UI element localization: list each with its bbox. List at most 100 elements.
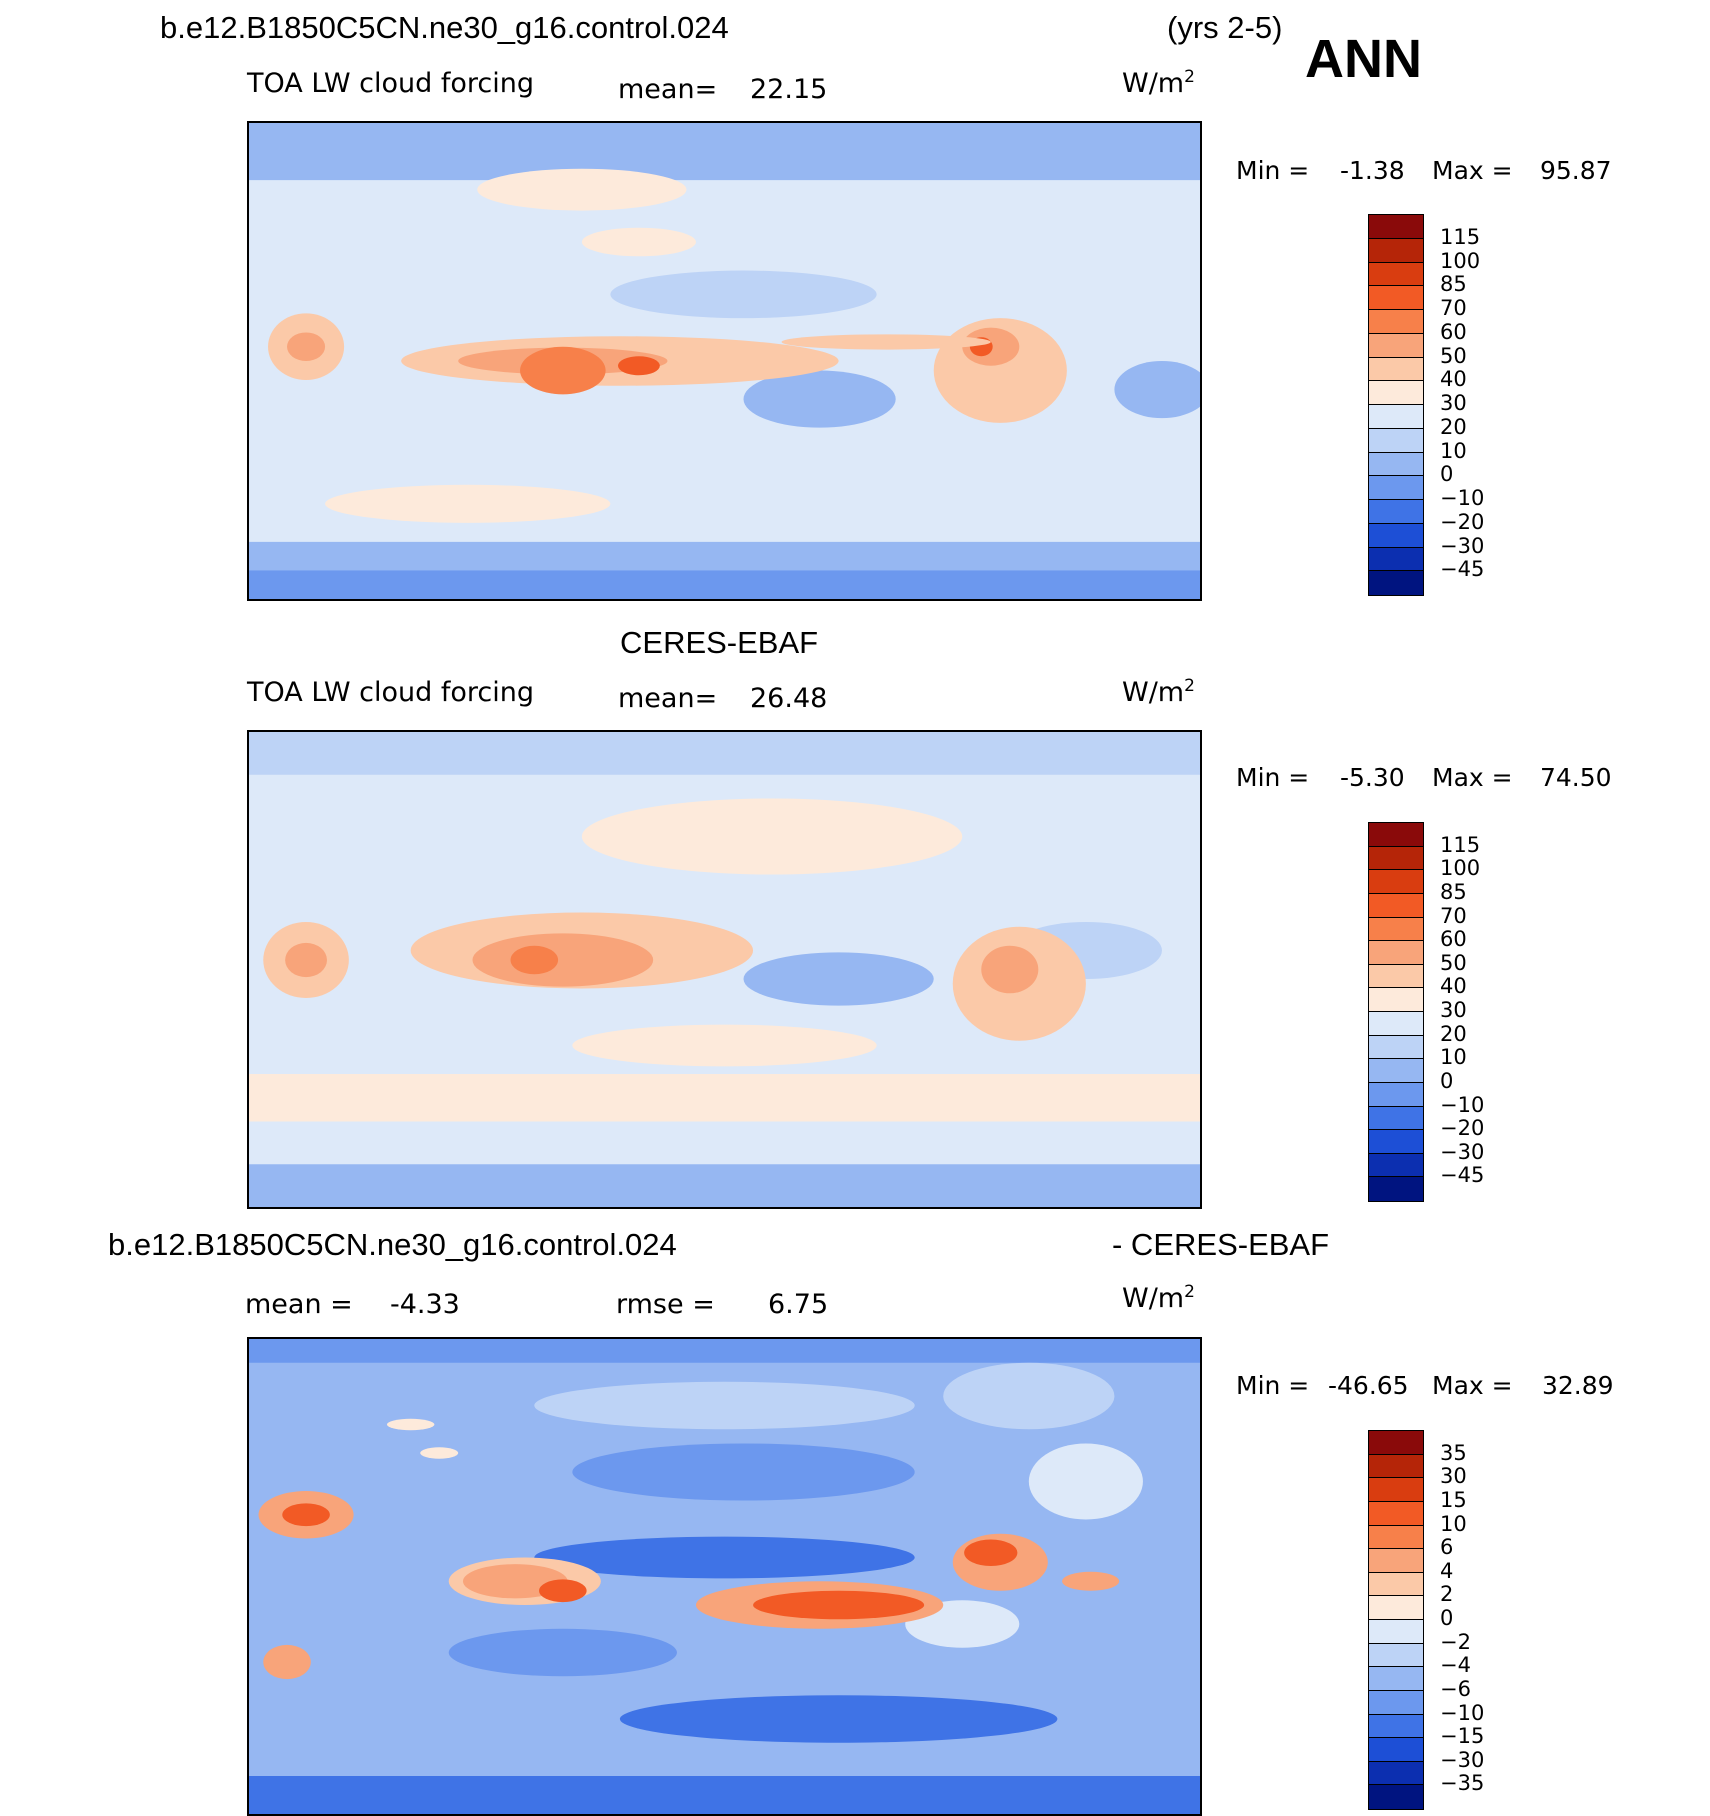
colorbar-level-label: −30: [1440, 533, 1485, 558]
colorbar-swatch: [1368, 987, 1424, 1013]
colorbar-level-label: −15: [1440, 1724, 1485, 1749]
colorbar-level-label: 70: [1440, 903, 1467, 928]
colorbar-level-label: 6: [1440, 1535, 1454, 1560]
colorbar-level-label: −4: [1440, 1653, 1471, 1678]
colorbar-level-label: 50: [1440, 950, 1467, 975]
colorbar-level-label: −10: [1440, 486, 1485, 510]
colorbar-swatch: [1368, 1453, 1424, 1479]
colorbar-swatch: [1368, 822, 1424, 848]
panel1-map: [247, 121, 1202, 601]
panel2-min-label: Min =: [1236, 763, 1310, 792]
colorbar-swatch: [1368, 1081, 1424, 1107]
colorbar-level-label: −30: [1440, 1139, 1485, 1164]
colorbar-swatch: [1368, 427, 1424, 453]
colorbar-level-label: 40: [1440, 367, 1467, 392]
colorbar-swatch: [1368, 869, 1424, 895]
panel1-units: W/m2: [1122, 67, 1195, 99]
colorbar-swatch: [1368, 1713, 1424, 1739]
colorbar-level-label: 20: [1440, 1021, 1467, 1046]
colorbar-swatch: [1368, 1500, 1424, 1526]
colorbar-swatch: [1368, 451, 1424, 477]
colorbar-swatch: [1368, 1152, 1424, 1178]
colorbar-swatch: [1368, 404, 1424, 430]
panel1-field-label: TOA LW cloud forcing: [247, 68, 534, 99]
colorbar-level-label: 4: [1440, 1558, 1454, 1583]
colorbar-swatch: [1368, 1477, 1424, 1503]
colorbar-swatch: [1368, 1034, 1424, 1060]
colorbar-level-label: −45: [1440, 1163, 1485, 1188]
colorbar-swatch: [1368, 1430, 1424, 1456]
season-label: ANN: [1305, 29, 1422, 89]
colorbar-swatch: [1368, 1642, 1424, 1668]
colorbar-swatch: [1368, 1176, 1424, 1202]
colorbar-swatch: [1368, 963, 1424, 989]
colorbar-swatch: [1368, 1666, 1424, 1692]
panel2-mean-label: mean=: [618, 683, 718, 714]
colorbar-level-label: 30: [1440, 998, 1467, 1022]
years-label: (yrs 2-5): [1167, 10, 1283, 45]
colorbar-swatch: [1368, 546, 1424, 572]
colorbar-level-label: 70: [1440, 296, 1467, 320]
panel2-colorbar: 115 100 85 70 60 50 40 30 20 10 0 −10 −20 −30 −45: [1368, 822, 1518, 1202]
panel2-min-value: -5.30: [1340, 763, 1405, 792]
panel3-heading-left: b.e12.B1850C5CN.ne30_g16.control.024: [108, 1227, 677, 1262]
colorbar-level-label: 100: [1440, 856, 1481, 881]
colorbar-swatch: [1368, 1737, 1424, 1763]
colorbar-level-label: −35: [1440, 1771, 1485, 1796]
colorbar-level-label: 10: [1440, 438, 1467, 463]
colorbar-swatch: [1368, 214, 1424, 240]
colorbar-swatch: [1368, 892, 1424, 918]
panel3-min-label: Min =: [1236, 1371, 1310, 1400]
panel2-max-value: 74.50: [1540, 763, 1612, 792]
panel1-mean-value: 22.15: [750, 74, 828, 105]
panel3-map: [247, 1337, 1202, 1816]
colorbar-level-label: 60: [1440, 319, 1467, 344]
colorbar-level-label: −6: [1440, 1676, 1471, 1701]
panel1-mean-label: mean=: [618, 74, 718, 105]
colorbar-level-label: 40: [1440, 974, 1467, 999]
colorbar-level-label: −45: [1440, 557, 1485, 582]
colorbar-swatch: [1368, 285, 1424, 311]
case-title: b.e12.B1850C5CN.ne30_g16.control.024: [160, 10, 729, 45]
colorbar-level-label: 115: [1440, 832, 1481, 857]
colorbar-swatch: [1368, 309, 1424, 335]
colorbar-level-label: 10: [1440, 1045, 1467, 1070]
colorbar-level-label: −30: [1440, 1747, 1485, 1772]
colorbar-level-label: −10: [1440, 1092, 1485, 1117]
panel3-min-value: -46.65: [1328, 1371, 1409, 1400]
panel3-mean-label: mean =: [245, 1289, 353, 1320]
colorbar-level-label: 15: [1440, 1487, 1467, 1512]
colorbar-swatch: [1368, 570, 1424, 596]
colorbar-swatch: [1368, 522, 1424, 548]
colorbar-swatch: [1368, 1595, 1424, 1621]
panel2-contour-field: [249, 732, 1200, 1207]
panel2-heading: CERES-EBAF: [620, 625, 819, 660]
colorbar-swatch: [1368, 380, 1424, 406]
colorbar-level-label: 0: [1440, 1606, 1454, 1630]
panel1-min-label: Min =: [1236, 156, 1310, 185]
colorbar-level-label: 100: [1440, 248, 1481, 273]
colorbar-level-label: 10: [1440, 1511, 1467, 1536]
panel3-max-value: 32.89: [1542, 1371, 1614, 1400]
colorbar-level-label: 60: [1440, 927, 1467, 952]
panel3-rmse-value: 6.75: [768, 1289, 829, 1320]
colorbar-level-label: 50: [1440, 343, 1467, 368]
panel1-contour-field: [249, 123, 1200, 599]
colorbar-swatch: [1368, 1105, 1424, 1131]
colorbar-level-label: 0: [1440, 1068, 1454, 1093]
colorbar-swatch: [1368, 356, 1424, 382]
panel3-units: W/m2: [1122, 1282, 1195, 1314]
colorbar-swatch: [1368, 1548, 1424, 1574]
colorbar-level-label: −2: [1440, 1629, 1471, 1654]
colorbar-swatch: [1368, 940, 1424, 966]
colorbar-level-label: 30: [1440, 391, 1467, 415]
colorbar-level-label: 2: [1440, 1582, 1454, 1607]
panel3-heading-right: - CERES-EBAF: [1112, 1227, 1330, 1262]
colorbar-swatch: [1368, 1689, 1424, 1715]
colorbar-swatch: [1368, 845, 1424, 871]
panel2-map: [247, 730, 1202, 1209]
colorbar-swatch: [1368, 916, 1424, 942]
panel3-max-label: Max =: [1432, 1371, 1513, 1400]
colorbar-swatch: [1368, 1760, 1424, 1786]
panel2-units: W/m2: [1122, 676, 1195, 708]
